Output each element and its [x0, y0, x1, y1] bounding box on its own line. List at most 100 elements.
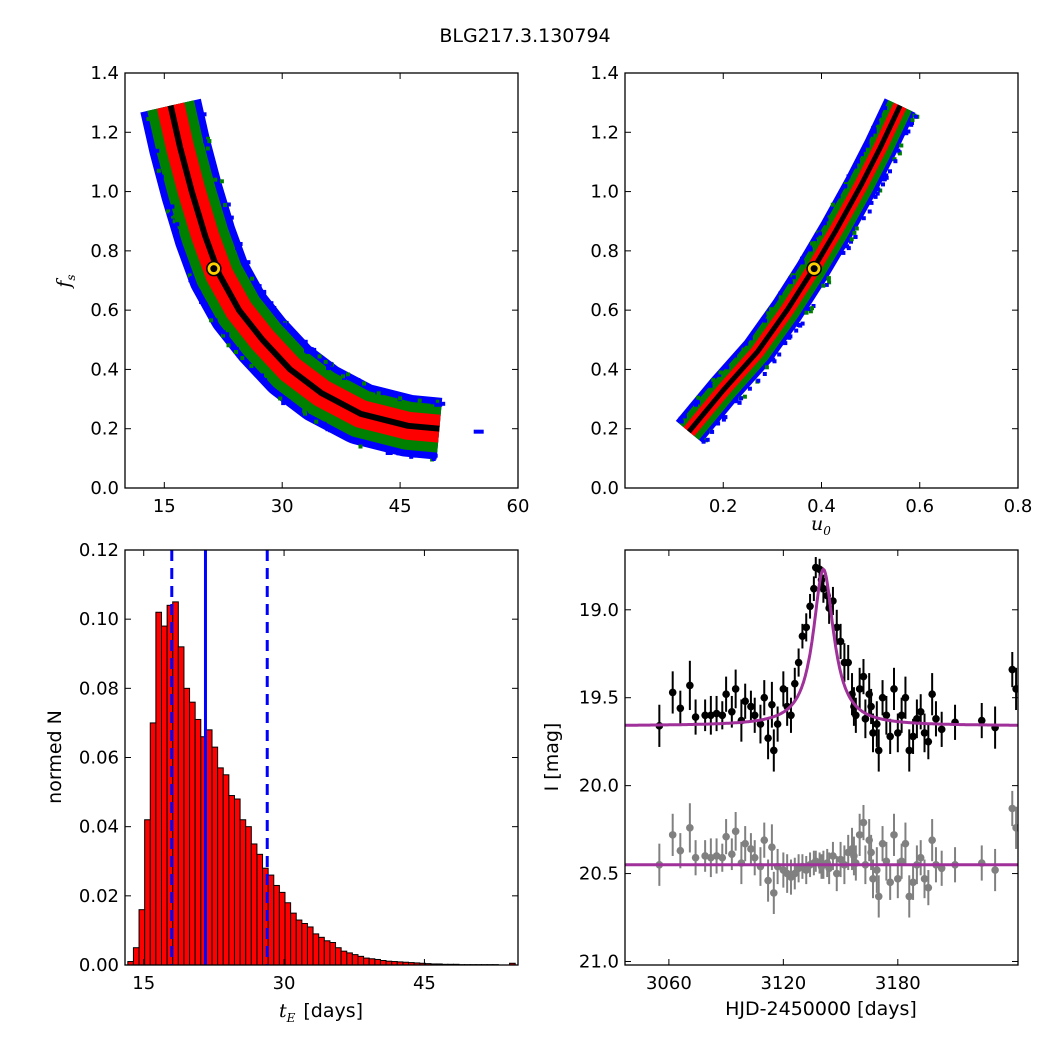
residual-point — [873, 866, 881, 874]
speckle-pixel — [846, 174, 851, 179]
axes-frame — [124, 72, 519, 489]
speckle-pixel — [744, 341, 749, 346]
residual-point — [905, 892, 914, 901]
y-tick-label: 19.5 — [579, 688, 619, 709]
speckle-pixel — [877, 113, 882, 118]
speckle-pixel — [142, 116, 147, 121]
speckle-pixel — [682, 414, 687, 419]
y-tick-label: 0.6 — [90, 300, 119, 321]
speckle-pixel — [337, 369, 342, 374]
speckle-pixel — [367, 384, 372, 389]
histogram-bar — [256, 853, 264, 965]
speckle-pixel — [188, 278, 193, 283]
histogram-bar — [312, 933, 320, 965]
speckle-pixel — [896, 148, 901, 153]
y-tick-label: 0.10 — [79, 609, 119, 630]
data-point — [779, 685, 788, 693]
data-point — [701, 711, 709, 720]
speckle-pixel — [841, 250, 846, 255]
data-point — [861, 715, 870, 723]
speckle-pixel — [769, 307, 774, 312]
histogram-bar — [189, 701, 196, 965]
speckle-pixel — [865, 139, 870, 144]
isolated-pixel — [473, 429, 484, 434]
speckle-pixel — [827, 215, 832, 220]
data-point — [768, 700, 776, 709]
x-tick-label: 0.8 — [1004, 496, 1033, 517]
data-point — [722, 690, 730, 698]
histogram-bar — [379, 960, 387, 965]
speckle-pixel — [438, 402, 443, 407]
histogram-bar — [340, 950, 348, 965]
residual-point — [886, 878, 894, 887]
speckle-pixel — [893, 159, 898, 164]
residual-point — [768, 843, 776, 851]
residual-point — [874, 892, 883, 901]
speckle-pixel — [221, 330, 226, 335]
speckle-pixel — [701, 439, 706, 444]
data-point — [882, 711, 891, 720]
data-point — [741, 697, 749, 706]
speckle-pixel — [808, 246, 813, 251]
speckle-pixel — [882, 177, 886, 182]
speckle-pixel — [788, 334, 793, 339]
histogram-bar — [363, 957, 370, 965]
speckle-pixel — [309, 347, 314, 352]
speckle-pixel — [223, 203, 228, 207]
model-curve — [625, 567, 1018, 727]
speckle-pixel — [250, 276, 255, 281]
speckle-pixel — [207, 139, 212, 144]
speckle-pixel — [722, 415, 727, 420]
data-point — [787, 711, 795, 720]
speckle-pixel — [238, 242, 243, 246]
speckle-pixel — [430, 454, 435, 459]
data-point — [894, 729, 902, 737]
histogram-bar — [273, 884, 280, 965]
speckle-pixel — [910, 118, 915, 123]
speckle-pixel — [771, 357, 776, 362]
histogram-bar — [155, 611, 162, 965]
residual-point — [867, 848, 875, 857]
panel-fs-vs-u0: 0.2 0.4 0.6 0.80.00.20.40.60.81.01.21.4u0 — [590, 63, 1032, 538]
histogram-bar — [132, 947, 140, 965]
speckle-pixel — [897, 151, 902, 156]
speckle-pixel — [159, 174, 164, 179]
histogram-bar — [211, 746, 219, 965]
best-fit-center — [810, 265, 818, 273]
residual-point — [712, 852, 721, 860]
residual-point — [937, 864, 946, 873]
speckle-pixel — [705, 437, 710, 442]
speckle-pixel — [434, 402, 439, 407]
histogram-bars — [127, 601, 516, 965]
speckle-pixel — [166, 209, 171, 214]
speckle-pixel — [189, 276, 194, 280]
speckle-pixel — [763, 318, 768, 323]
speckle-pixel — [846, 246, 851, 251]
speckle-pixel — [814, 233, 819, 238]
speckle-pixel — [385, 451, 390, 455]
residual-point — [890, 831, 898, 839]
residual-point — [707, 853, 715, 862]
y-tick-label: 1.2 — [90, 122, 119, 143]
y-tick-label: 0.6 — [590, 300, 619, 321]
speckle-pixel — [826, 276, 831, 281]
data-point — [1012, 685, 1018, 693]
residual-point — [878, 839, 887, 848]
speckle-pixel — [725, 365, 730, 370]
speckle-pixel — [821, 283, 826, 288]
figure-title: BLG217.3.130794 — [439, 25, 610, 47]
speckle-pixel — [240, 356, 245, 360]
speckle-pixel — [794, 328, 799, 333]
data-point — [836, 637, 845, 646]
data-point — [928, 690, 936, 698]
y-tick-label: 1.2 — [590, 122, 619, 143]
speckle-pixel — [328, 361, 333, 366]
speckle-pixel — [172, 219, 177, 224]
histogram-bar — [374, 958, 381, 965]
residual-point — [764, 876, 772, 885]
speckle-pixel — [303, 339, 308, 344]
speckle-pixel — [778, 295, 783, 300]
speckle-pixel — [791, 275, 796, 280]
speckle-pixel — [431, 457, 436, 461]
speckle-pixel — [216, 188, 221, 193]
